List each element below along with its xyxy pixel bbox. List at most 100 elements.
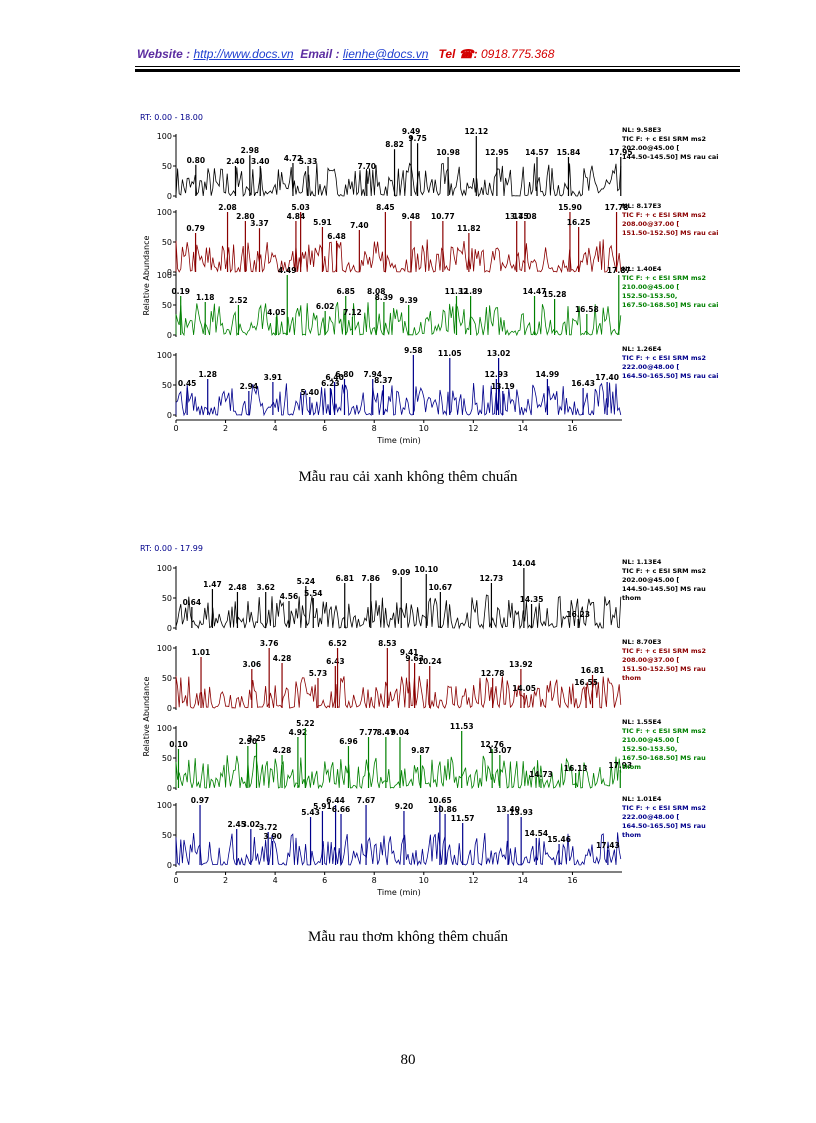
y-tick-label: 0 [167, 704, 172, 713]
peak-label: 9.09 [392, 568, 411, 577]
peak-label: 2.80 [236, 212, 255, 221]
y-tick-label: 0 [167, 784, 172, 793]
trace-info: TIC F: + c ESI SRM ms2 [622, 647, 706, 655]
trace-info: 210.00@45.00 [ [622, 736, 679, 744]
peak-label: 17.43 [596, 841, 620, 850]
peak-label: 4.56 [280, 592, 299, 601]
y-axis-label: Relative Abundance [142, 235, 151, 315]
peak-label: 7.86 [361, 574, 380, 583]
peak-label: 14.35 [520, 595, 544, 604]
peak-label: 14.99 [536, 370, 560, 379]
peak-label: 4.28 [273, 746, 292, 755]
peak-label: 14.04 [512, 559, 536, 568]
peak-label: 16.13 [564, 764, 588, 773]
y-tick-label: 50 [162, 162, 172, 171]
trace-noise [175, 675, 622, 710]
trace-info: thom [622, 674, 641, 682]
header-rule [135, 69, 740, 72]
peak-label: 12.73 [480, 574, 504, 583]
peak-label: 3.40 [251, 157, 270, 166]
y-tick-label: 100 [157, 801, 172, 810]
trace-info: thom [622, 831, 641, 839]
x-tick-label: 12 [468, 876, 478, 885]
peak-label: 0.10 [169, 740, 188, 749]
peak-label: 3.02 [242, 820, 261, 829]
x-tick-label: 6 [322, 876, 327, 885]
x-tick-label: 2 [223, 424, 228, 433]
peak-label: 2.40 [226, 157, 245, 166]
peak-label: 7.77 [359, 728, 378, 737]
y-tick-label: 0 [167, 192, 172, 201]
peak-label: 2.48 [228, 583, 247, 592]
trace-noise [175, 239, 622, 274]
trace-info: TIC F: + c ESI SRM ms2 [622, 804, 706, 812]
trace-info: 208.00@37.00 [ [622, 220, 679, 228]
peak-label: 14.54 [524, 829, 548, 838]
trace-noise [175, 594, 622, 630]
caption: Mẫu rau thơm không thêm chuẩn [308, 929, 508, 945]
x-tick-label: 8 [372, 424, 377, 433]
peak-label: 5.24 [297, 577, 316, 586]
y-tick-label: 50 [162, 594, 172, 603]
trace-info: NL: 9.58E3 [622, 126, 661, 134]
peak-label: 4.84 [287, 212, 306, 221]
tel-label: Tel ☎: [438, 47, 478, 61]
peak-label: 14.73 [529, 770, 553, 779]
peak-label: 6.02 [316, 302, 335, 311]
peak-label: 7.12 [343, 308, 362, 317]
peak-label: 9.75 [408, 134, 427, 143]
peak-label: 14.47 [523, 287, 547, 296]
trace-info: 210.00@45.00 [ [622, 283, 679, 291]
y-tick-label: 50 [162, 831, 172, 840]
peak-label: 0.97 [191, 796, 210, 805]
peak-label: 16.58 [575, 305, 599, 314]
peak-label: 17.78 [605, 203, 629, 212]
peak-label: 4.72 [284, 154, 303, 163]
trace-info: 151.50-152.50] MS rau [622, 665, 706, 673]
peak-label: 2.52 [229, 296, 248, 305]
x-tick-label: 4 [273, 876, 278, 885]
peak-label: 2.90 [239, 737, 258, 746]
peak-label: 11.05 [438, 349, 462, 358]
y-tick-label: 100 [157, 132, 172, 141]
trace-info: NL: 1.01E4 [622, 795, 662, 803]
peak-label: 17.40 [595, 373, 619, 382]
peak-label: 9.20 [395, 802, 414, 811]
y-tick-label: 50 [162, 301, 172, 310]
peak-label: 11.53 [450, 722, 474, 731]
trace-info: NL: 8.17E3 [622, 202, 661, 210]
peak-label: 4.49 [278, 266, 297, 275]
peak-label: 16.25 [567, 218, 591, 227]
trace-info: NL: 8.70E3 [622, 638, 661, 646]
peak-label: 9.58 [404, 346, 423, 355]
y-axis-label: Relative Abundance [142, 676, 151, 756]
peak-label: 10.86 [433, 805, 457, 814]
trace-info: 222.00@48.00 [ [622, 363, 679, 371]
tel: 0918.775.368 [481, 47, 555, 61]
x-tick-label: 14 [518, 876, 528, 885]
peak-label: 1.18 [196, 293, 215, 302]
peak-label: 16.43 [571, 379, 595, 388]
y-tick-label: 100 [157, 208, 172, 217]
peak-label: 3.76 [260, 639, 279, 648]
trace-noise [175, 832, 622, 867]
peak-label: 6.96 [339, 737, 358, 746]
peak-label: 13.40 [496, 805, 520, 814]
peak-label: 6.81 [335, 574, 354, 583]
trace-noise [175, 162, 622, 198]
website-link[interactable]: http://www.docs.vn [193, 47, 294, 61]
trace-info: NL: 1.13E4 [622, 558, 662, 566]
x-tick-label: 10 [419, 876, 429, 885]
peak-label: 13.92 [509, 660, 533, 669]
peak-label: 4.92 [289, 728, 308, 737]
peak-label: 3.62 [256, 583, 275, 592]
trace-noise [175, 755, 622, 790]
email-link[interactable]: lienhe@docs.vn [342, 47, 429, 61]
trace-info: 144.50-145.50] MS rau [622, 585, 706, 593]
x-tick-label: 6 [322, 424, 327, 433]
peak-label: 2.94 [240, 382, 259, 391]
trace-info: NL: 1.40E4 [622, 265, 662, 273]
peak-label: 12.95 [485, 148, 509, 157]
peak-label: 6.44 [326, 796, 345, 805]
trace-info: 151.50-152.50] MS rau cai [622, 229, 718, 237]
